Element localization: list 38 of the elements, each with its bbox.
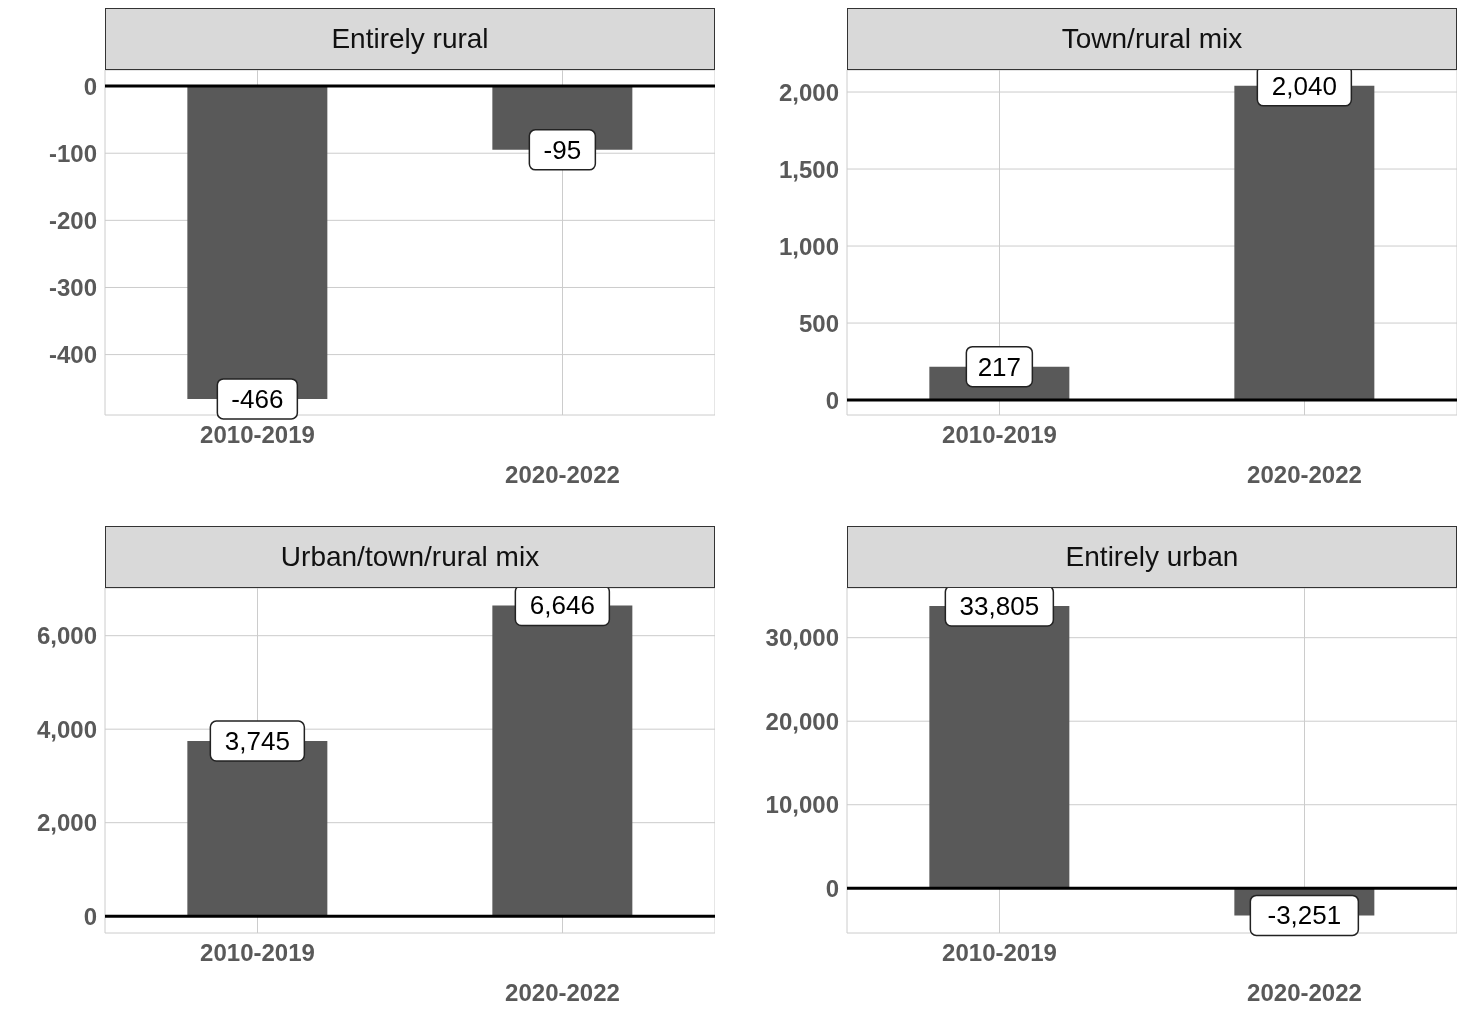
x-tick-label: 2010-2019	[942, 421, 1057, 448]
chart-title: Entirely rural	[105, 8, 715, 70]
y-tick-label: 500	[798, 309, 839, 337]
y-tick-label: 2,000	[36, 809, 97, 837]
data-label: 217	[977, 351, 1022, 382]
y-tick-label: 10,000	[765, 791, 839, 819]
chart-title: Urban/town/rural mix	[105, 526, 715, 588]
y-tick-label: 4,000	[36, 715, 97, 743]
data-label: 33,805	[959, 590, 1040, 621]
x-tick-label: 2020-2022	[1247, 979, 1362, 1006]
data-label: 6,646	[529, 590, 595, 621]
y-tick-label: 0	[83, 72, 97, 100]
x-tick-label: 2020-2022	[505, 979, 620, 1006]
x-tick-label: 2010-2019	[200, 421, 315, 448]
y-tick-label: 6,000	[36, 622, 97, 650]
x-tick-label: 2010-2019	[942, 939, 1057, 966]
y-tick-label: 1,000	[778, 232, 839, 260]
y-tick-label: 0	[83, 902, 97, 930]
y-tick-label: 0	[825, 386, 839, 414]
y-tick-label: 1,500	[778, 155, 839, 183]
y-tick-label: -100	[48, 139, 97, 167]
y-tick-label: 2,000	[778, 78, 839, 106]
data-label: -95	[543, 134, 582, 165]
x-tick-label: 2020-2022	[1247, 461, 1362, 488]
y-tick-label: 0	[825, 874, 839, 902]
x-tick-label: 2010-2019	[200, 939, 315, 966]
data-label: 2,040	[1271, 70, 1337, 101]
x-tick-label: 2020-2022	[505, 461, 620, 488]
data-label: 3,745	[224, 726, 290, 757]
y-tick-label: 20,000	[765, 707, 839, 735]
data-label: -3,251	[1267, 900, 1342, 931]
y-tick-label: -400	[48, 341, 97, 369]
chart-title: Town/rural mix	[847, 8, 1457, 70]
data-label: -466	[231, 383, 284, 414]
chart-title: Entirely urban	[847, 526, 1457, 588]
y-tick-label: -200	[48, 206, 97, 234]
y-tick-label: 30,000	[765, 624, 839, 652]
y-tick-label: -300	[48, 273, 97, 301]
